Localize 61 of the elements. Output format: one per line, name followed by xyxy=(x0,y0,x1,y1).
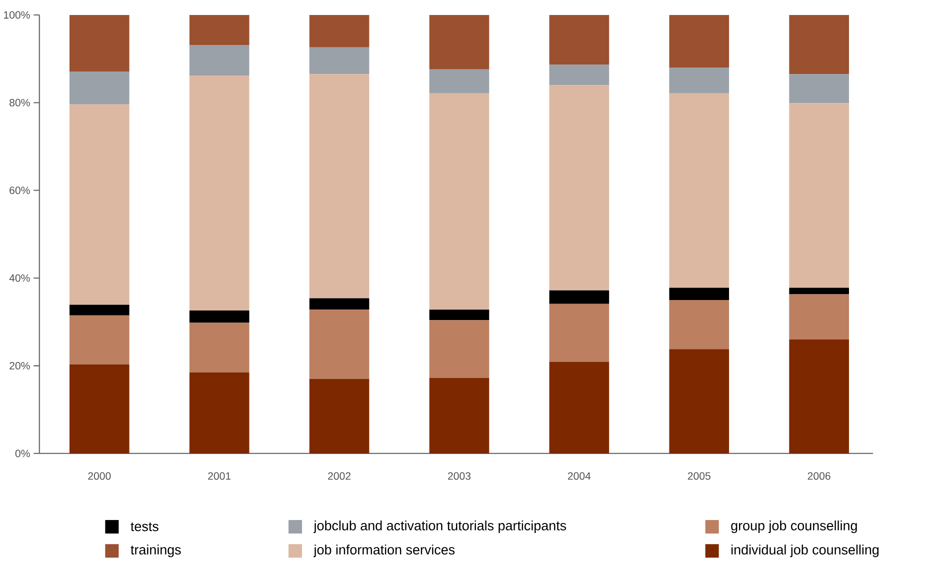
y-tick-label: 60% xyxy=(10,186,30,194)
bar xyxy=(69,305,130,316)
bar xyxy=(189,322,250,373)
bar xyxy=(669,68,730,94)
bar xyxy=(69,104,130,306)
bar xyxy=(69,72,130,105)
legend-label: trainings xyxy=(130,544,181,558)
bar xyxy=(789,15,849,74)
bar xyxy=(189,45,250,76)
bar xyxy=(789,103,849,288)
bar xyxy=(309,48,370,74)
legend-label: tests xyxy=(130,522,158,532)
bar xyxy=(669,94,730,288)
bar xyxy=(309,74,370,298)
bar xyxy=(549,85,610,291)
bar xyxy=(429,15,490,70)
legend-label: job information services xyxy=(313,544,455,558)
bar xyxy=(189,76,250,311)
bar xyxy=(189,372,250,454)
x-tick-label: 2001 xyxy=(208,472,231,480)
bar xyxy=(429,70,490,94)
x-tick-label: 2006 xyxy=(808,472,830,480)
bar xyxy=(669,288,730,300)
bar xyxy=(429,94,490,310)
y-tick-label: 40% xyxy=(9,274,30,282)
bar xyxy=(429,310,490,320)
bar xyxy=(309,310,370,380)
bar xyxy=(429,320,490,378)
bar xyxy=(309,379,370,454)
y-tick-label: 80% xyxy=(10,99,30,107)
bar xyxy=(69,364,130,454)
bar xyxy=(69,15,130,72)
bar xyxy=(189,15,250,46)
x-tick-label: 2004 xyxy=(568,472,591,480)
bar xyxy=(549,64,610,86)
bar xyxy=(549,15,610,65)
bar xyxy=(429,378,490,454)
bar xyxy=(789,340,849,454)
bar xyxy=(789,74,849,104)
bar xyxy=(69,316,130,365)
bar xyxy=(549,290,610,304)
bar xyxy=(669,349,730,454)
bar xyxy=(549,304,610,362)
x-tick-label: 2002 xyxy=(328,472,351,480)
y-tick-label: 0% xyxy=(15,450,30,458)
bar xyxy=(669,15,730,68)
y-tick-label: 20% xyxy=(10,362,30,370)
y-tick-label: 100% xyxy=(4,11,30,19)
legend-label: individual job counselling xyxy=(731,544,879,558)
x-tick-label: 2005 xyxy=(688,472,710,480)
bar xyxy=(789,288,849,294)
bar xyxy=(189,310,250,323)
x-tick-label: 2000 xyxy=(88,472,111,480)
bar xyxy=(789,294,849,340)
bar xyxy=(309,15,370,48)
bar xyxy=(309,298,370,310)
legend-label: group job counselling xyxy=(731,520,857,534)
legend-label: jobclub and activation tutorials participants xyxy=(313,520,566,534)
x-tick-label: 2003 xyxy=(448,472,471,480)
bar xyxy=(549,362,610,454)
bar xyxy=(669,300,730,350)
